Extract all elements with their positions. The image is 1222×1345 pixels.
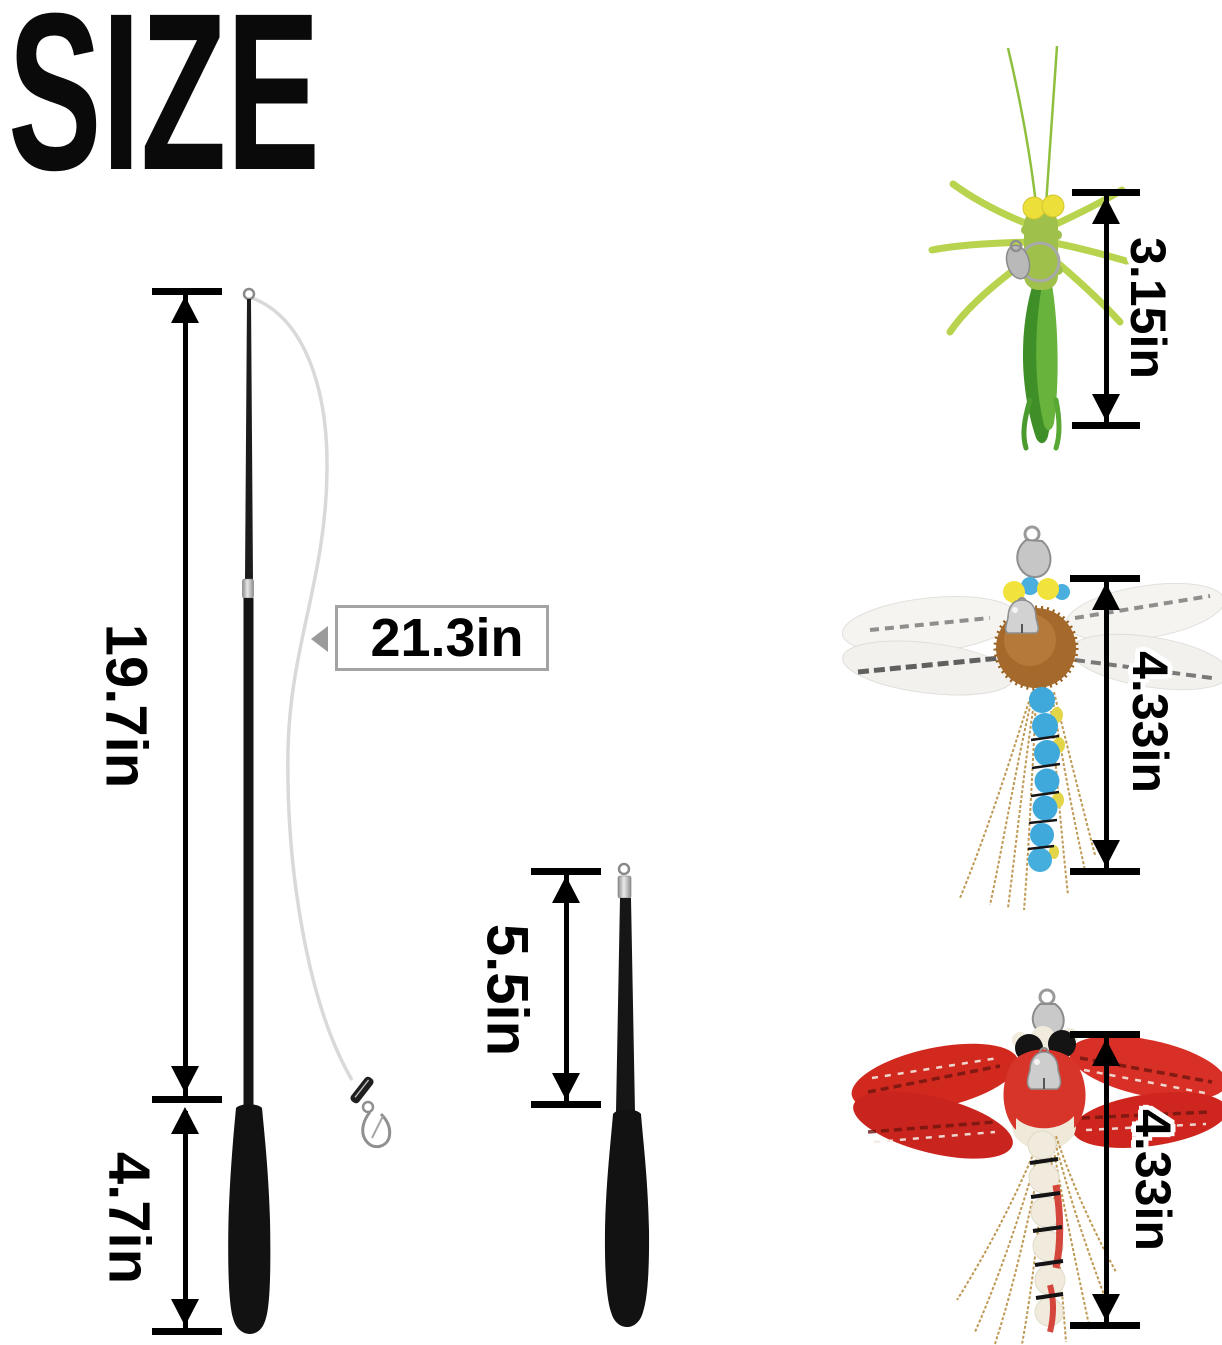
measure-cap: [1070, 575, 1140, 582]
arrow-down-icon: [1092, 394, 1120, 421]
arrow-down-icon: [552, 1073, 580, 1100]
wand-rod-lower: [243, 598, 254, 1110]
wand-rod-upper: [245, 299, 253, 580]
measure-cap: [1070, 1322, 1140, 1329]
arrow-down-icon: [171, 1299, 199, 1326]
bell-icon: [1004, 597, 1040, 634]
arrow-down-icon: [1092, 840, 1120, 867]
snap-clasp-icon: [361, 1100, 392, 1149]
red-dragonfly-bell-icon: [1026, 1047, 1062, 1090]
grasshopper-clasp-icon: [1005, 239, 1061, 283]
measure-line: [1104, 1035, 1109, 1322]
wand-tip-loop: [242, 287, 256, 301]
measure-line: [1104, 579, 1109, 868]
handle-length-label: 4.7in: [96, 1151, 162, 1285]
wand-handle: [228, 1104, 271, 1334]
dragonfly-eye-left: [1003, 581, 1025, 603]
retracted-wand-handle: [604, 1109, 650, 1327]
red-dragonfly-height-label: 4.33in: [1125, 1109, 1181, 1251]
measure-line: [564, 872, 569, 1104]
dragonfly-tail: [1027, 687, 1065, 872]
extended-wand-length-label: 19.7in: [93, 623, 159, 789]
red-dragonfly-toy-image: [851, 988, 1222, 1345]
arrow-up-icon: [1092, 583, 1120, 610]
retracted-wand-image: [604, 862, 650, 1327]
measure-cap: [152, 1096, 222, 1103]
string-line: [251, 296, 354, 1081]
measure-cap: [152, 288, 222, 295]
arrow-up-icon: [1092, 1039, 1120, 1066]
white-dragonfly-height-label: 4.33in: [1122, 651, 1178, 793]
measure-cap: [1070, 1031, 1140, 1038]
retracted-wand-rod: [616, 898, 635, 1112]
measure-cap: [1072, 189, 1140, 196]
measure-line: [183, 292, 188, 1098]
extended-wand-image: [228, 287, 392, 1334]
measure-line: [1104, 193, 1109, 423]
retracted-wand-tip-loop: [617, 862, 631, 876]
grasshopper-height-label: 3.15in: [1120, 237, 1176, 379]
dragonfly-tinsel: [959, 691, 1096, 911]
measure-cap: [1072, 422, 1140, 429]
string-crimp: [350, 1076, 374, 1104]
red-dragonfly-wings: [851, 1035, 1222, 1159]
arrow-up-icon: [171, 296, 199, 323]
grasshopper-thorax: [1024, 210, 1058, 290]
callout-arrow-icon: [311, 626, 328, 652]
arrow-up-icon: [552, 876, 580, 903]
retracted-wand-ferrule: [617, 875, 632, 899]
retracted-wand-length-label: 5.5in: [474, 923, 540, 1057]
measure-line: [183, 1111, 188, 1329]
red-dragonfly-tail: [1027, 1130, 1066, 1333]
page-title: SIZE: [8, 0, 320, 217]
measure-cap: [152, 1328, 222, 1335]
measure-cap: [531, 868, 601, 875]
grasshopper-toy-image: [928, 45, 1134, 451]
arrow-down-icon: [1092, 1294, 1120, 1321]
dragonfly-head-fuzz: [1021, 577, 1039, 595]
dragonfly-eye-right: [1037, 578, 1059, 600]
size-title-group: SIZE: [8, 0, 320, 217]
string-length-label: 21.3in: [335, 605, 549, 671]
grasshopper-eye-right: [1041, 194, 1065, 218]
grasshopper-antennae: [1006, 45, 1059, 206]
arrow-down-icon: [171, 1066, 199, 1093]
red-dragonfly-chest: [1003, 1049, 1086, 1139]
arrow-up-icon: [1092, 197, 1120, 224]
measure-cap: [531, 1101, 601, 1108]
measure-cap: [1070, 868, 1140, 875]
wand-ferrule: [242, 578, 254, 599]
grasshopper-leaf-front: [1036, 285, 1058, 431]
